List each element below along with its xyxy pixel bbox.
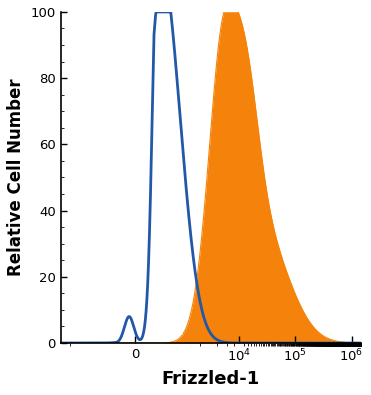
Y-axis label: Relative Cell Number: Relative Cell Number xyxy=(7,79,25,276)
X-axis label: Frizzled-1: Frizzled-1 xyxy=(162,370,260,388)
